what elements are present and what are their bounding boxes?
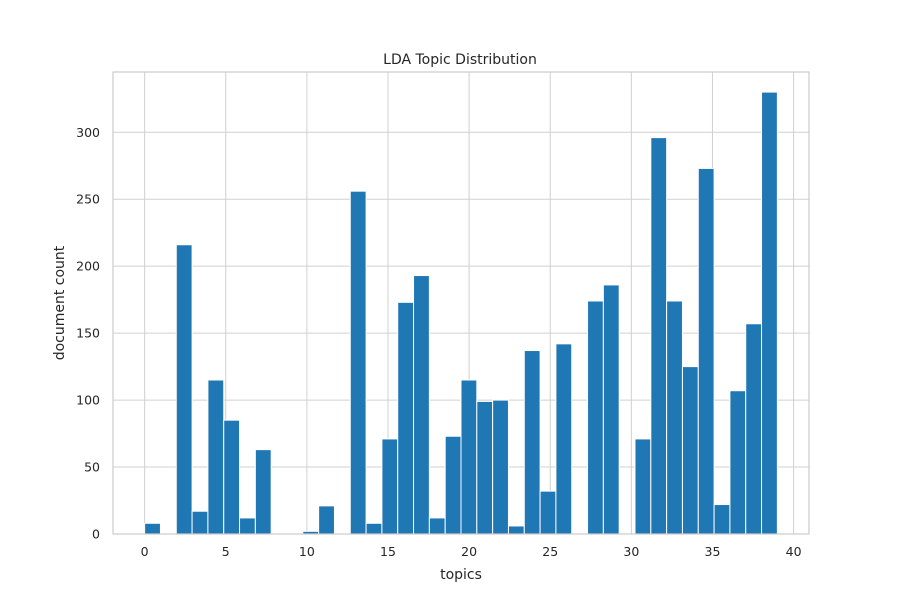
- bar: [254, 449, 272, 535]
- bar: [650, 137, 668, 535]
- x-tick-label: 10: [299, 544, 315, 559]
- bar: [365, 522, 383, 535]
- bar: [666, 300, 683, 535]
- chart-title: LDA Topic Distribution: [383, 52, 537, 68]
- x-tick-label: 15: [380, 544, 396, 559]
- y-tick-label: 200: [76, 259, 100, 274]
- bar: [239, 517, 256, 535]
- bar: [587, 300, 604, 535]
- x-axis-label: topics: [440, 567, 482, 583]
- bar: [539, 490, 557, 535]
- y-tick-label: 100: [76, 393, 100, 408]
- bar: [460, 379, 478, 535]
- bar: [634, 438, 652, 535]
- bar: [397, 301, 415, 535]
- y-tick-label: 50: [84, 460, 100, 475]
- bar: [729, 390, 747, 535]
- bar: [476, 400, 494, 535]
- bar: [381, 438, 399, 535]
- bar: [507, 525, 525, 535]
- y-tick-label: 0: [92, 527, 100, 542]
- bar: [523, 350, 541, 535]
- bar: [207, 379, 225, 535]
- bar: [745, 323, 763, 535]
- bar: [191, 510, 209, 535]
- x-tick-label: 0: [141, 544, 149, 559]
- y-tick-label: 250: [76, 192, 100, 207]
- bar: [697, 167, 715, 535]
- x-tick-label: 5: [222, 544, 230, 559]
- x-tick-label: 25: [542, 544, 558, 559]
- bar: [492, 399, 509, 535]
- bar: [681, 366, 699, 535]
- plot-frame: [112, 71, 810, 535]
- bar: [428, 517, 446, 535]
- x-tick-label: 35: [705, 544, 721, 559]
- y-tick-labels: 0 50 100 150 200 250 300: [76, 125, 100, 542]
- bar: [713, 504, 731, 535]
- y-tick-label: 300: [76, 125, 100, 140]
- bar: [761, 91, 778, 535]
- bar: [349, 190, 367, 535]
- bar: [413, 275, 430, 535]
- x-tick-label: 40: [786, 544, 802, 559]
- bar: [555, 343, 573, 535]
- bar: [602, 284, 620, 535]
- bar: [318, 505, 335, 535]
- y-axis-label: document count: [52, 245, 68, 360]
- bar: [175, 244, 193, 535]
- bar: [223, 419, 241, 535]
- x-tick-label: 30: [623, 544, 639, 559]
- x-tick-label: 20: [461, 544, 477, 559]
- bars: [144, 91, 778, 535]
- x-tick-labels: 0 5 10 15 20 25 30 35 40: [141, 544, 802, 559]
- bar: [144, 522, 161, 535]
- y-tick-label: 150: [76, 326, 100, 341]
- bar: [444, 435, 462, 535]
